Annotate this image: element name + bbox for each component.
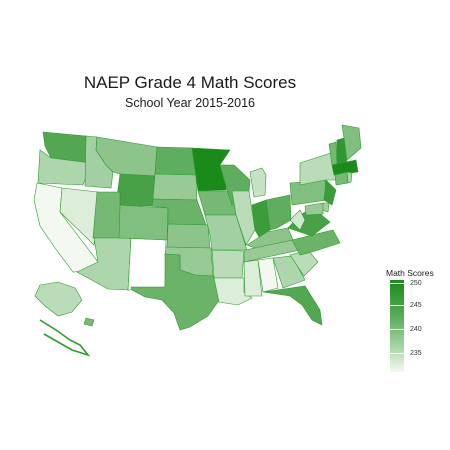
state-mi	[249, 167, 267, 198]
legend-tick-240: 240	[410, 326, 422, 333]
legend-tick-235: 235	[410, 350, 422, 357]
state-la	[213, 277, 253, 306]
state-nd	[154, 146, 197, 176]
state-wy	[115, 173, 156, 207]
state-fl	[262, 285, 323, 326]
state-mo	[204, 214, 248, 251]
state-ak	[34, 281, 83, 317]
state-ri	[346, 171, 353, 184]
state-hi	[83, 317, 95, 327]
state-tx	[130, 253, 223, 331]
state-oh	[265, 194, 292, 231]
state-pa	[289, 179, 328, 206]
state-nj	[323, 179, 337, 206]
map-title: NAEP Grade 4 Math Scores	[83, 73, 297, 92]
legend: Math Scores 250 245 240 235	[386, 268, 448, 378]
state-ks	[166, 223, 211, 249]
state-ga	[272, 255, 306, 289]
state-ms	[243, 259, 263, 297]
state-wv	[289, 209, 306, 231]
map-subtitle: School Year 2015-2016	[125, 96, 255, 110]
legend-tick-245: 245	[410, 302, 422, 309]
state-il	[231, 190, 256, 246]
state-co	[118, 204, 169, 241]
state-md	[304, 202, 324, 216]
state-sd	[152, 173, 198, 201]
state-ar	[211, 249, 245, 279]
state-nc	[291, 229, 341, 256]
legend-title: Math Scores	[386, 268, 434, 278]
state-nm	[127, 237, 167, 291]
state-al	[257, 257, 279, 293]
state-me	[341, 124, 362, 161]
state-ma	[331, 159, 359, 176]
legend-tick-250: 250	[410, 280, 422, 287]
state-nv	[59, 187, 99, 246]
state-ak-islands	[39, 319, 91, 357]
legend-color-bar	[390, 280, 404, 372]
